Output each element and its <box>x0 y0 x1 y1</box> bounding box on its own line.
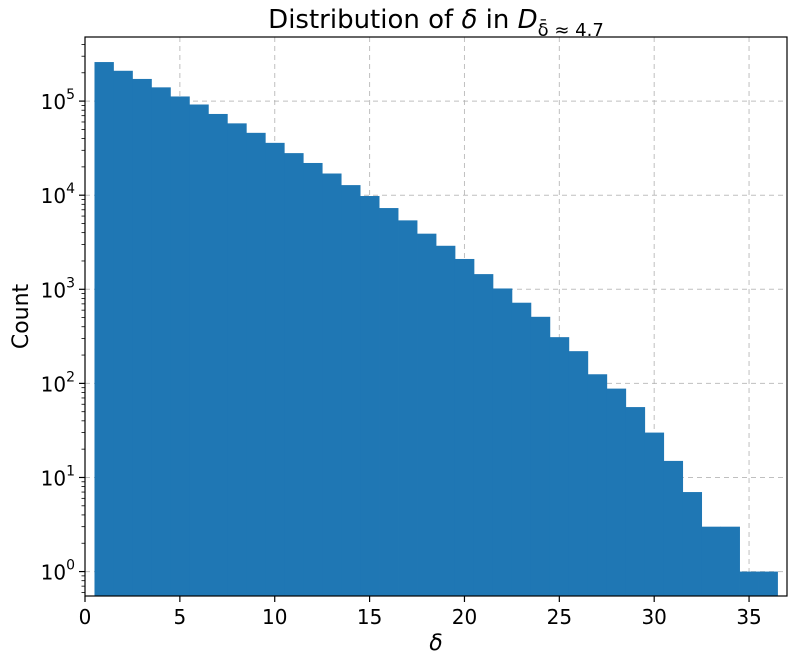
x-tick-label: 10 <box>262 605 287 629</box>
histogram-bar <box>606 388 627 596</box>
histogram-bar <box>758 571 778 596</box>
histogram-bar <box>246 132 266 596</box>
x-tick-label: 35 <box>736 605 761 629</box>
histogram-bar <box>625 407 646 596</box>
chart-title: Distribution of δ in Dδ̄ ≈ 4.7 <box>268 5 604 41</box>
histogram-bar <box>549 337 570 596</box>
y-tick-label: 103 <box>41 275 75 302</box>
y-tick-label: 105 <box>41 87 75 114</box>
y-axis-ticks: 100 101 102 103 104 105 <box>41 44 85 593</box>
y-tick-label: 102 <box>41 369 75 396</box>
histogram-bar <box>132 78 152 596</box>
x-tick-label: 20 <box>452 605 477 629</box>
histogram-bar <box>473 274 494 596</box>
histogram-bars <box>94 62 778 597</box>
x-tick-label: 15 <box>357 605 382 629</box>
x-tick-label: 30 <box>641 605 666 629</box>
histogram-bar <box>417 233 437 596</box>
histogram-bar <box>151 87 171 597</box>
y-tick-label: 104 <box>41 181 75 208</box>
histogram-bar <box>720 526 740 596</box>
histogram-bar <box>284 153 304 596</box>
histogram-bar <box>379 208 399 596</box>
histogram-bar <box>701 526 721 596</box>
histogram-bar <box>189 104 209 596</box>
x-tick-label: 25 <box>547 605 572 629</box>
histogram-bar <box>454 258 475 596</box>
x-axis-title: δ <box>429 631 442 656</box>
y-tick-label: 100 <box>41 558 75 585</box>
histogram-bar <box>265 142 285 596</box>
histogram-bar <box>587 374 608 596</box>
histogram-bar <box>530 316 551 596</box>
y-axis-title: Count <box>9 283 34 349</box>
histogram-bar <box>341 185 361 596</box>
y-tick-label: 101 <box>41 463 75 490</box>
histogram-bar <box>568 351 589 596</box>
histogram-bar <box>170 96 190 596</box>
x-axis-ticks: 0 5 10 15 20 25 30 35 <box>79 596 762 629</box>
histogram-bar <box>511 302 532 596</box>
histogram-bar <box>739 571 759 596</box>
histogram-bar <box>398 220 418 596</box>
plot-area-frame <box>84 36 788 597</box>
histogram-bar <box>303 162 323 597</box>
histogram-bar <box>360 196 380 596</box>
histogram-bar <box>492 288 513 596</box>
x-tick-label: 0 <box>79 605 92 629</box>
histogram-bar <box>682 492 703 596</box>
histogram-bar <box>94 62 114 597</box>
histogram-bar <box>227 123 247 596</box>
histogram-bar <box>322 173 342 596</box>
histogram-bar <box>663 460 684 596</box>
histogram-bar <box>436 245 456 596</box>
x-tick-label: 5 <box>173 605 186 629</box>
histogram-bar <box>644 432 665 596</box>
histogram-bar <box>208 113 228 597</box>
histogram-bar <box>113 70 133 597</box>
